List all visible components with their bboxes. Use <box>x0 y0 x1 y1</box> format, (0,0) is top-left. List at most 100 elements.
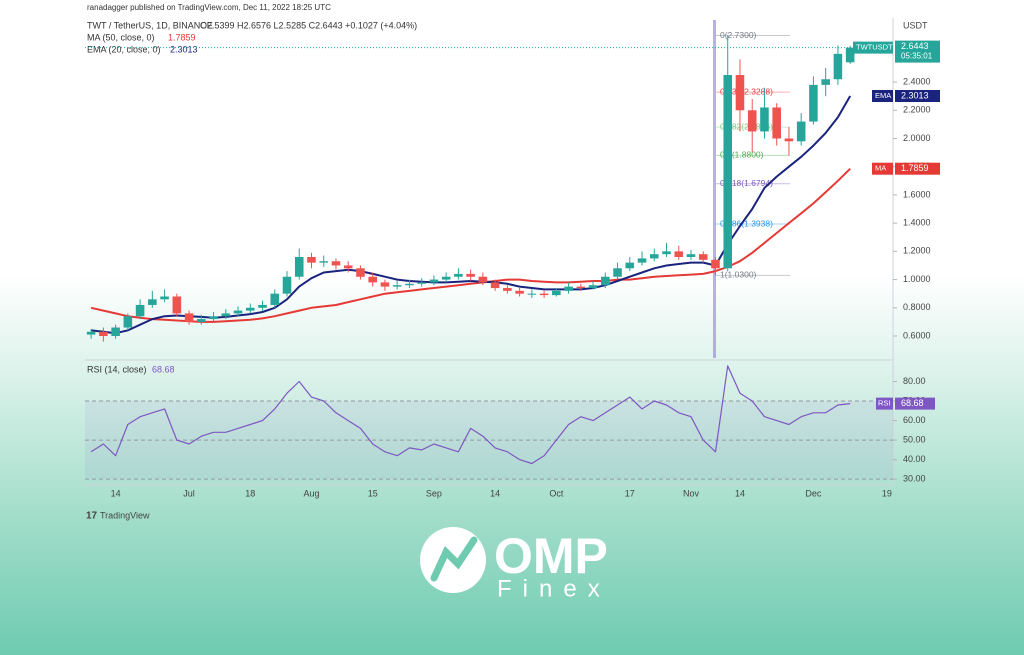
fib-label: 0.236(2.3288) <box>720 86 773 96</box>
rsi-tag <box>876 397 893 410</box>
x-tick-label: Oct <box>549 488 564 498</box>
candle-body <box>576 286 586 289</box>
candle-body <box>772 107 781 139</box>
series-value-label: 2.3013 <box>901 90 929 100</box>
candle-body <box>172 296 182 314</box>
svg-text:17: 17 <box>86 511 98 522</box>
event-highlight <box>713 20 716 358</box>
candle-body <box>503 288 512 291</box>
candle-body <box>588 285 598 289</box>
last-price-value: 2.6443 <box>901 41 929 51</box>
candle-body <box>343 265 353 269</box>
candle-body <box>307 256 316 263</box>
fib-label: 0.382(2.0806) <box>720 121 773 131</box>
candle-body <box>356 268 365 277</box>
series-tag <box>872 89 893 102</box>
candle-body <box>723 75 733 269</box>
candle-body <box>221 313 231 317</box>
currency-label: USDT <box>903 20 928 30</box>
rsi-tick-label: 50.00 <box>903 434 926 444</box>
x-tick-label: 18 <box>245 488 255 498</box>
x-tick-label: 14 <box>111 488 121 498</box>
rsi-tick-label: 40.00 <box>903 454 926 464</box>
candle-body <box>135 304 145 317</box>
brand-icon-mark <box>430 536 478 582</box>
series-tag-name: MA <box>875 164 886 173</box>
candle-body <box>649 254 659 259</box>
ohlc-line: O2.5399 H2.6576 L2.5285 C2.6443 +0.1027 … <box>200 20 417 30</box>
candle-body <box>417 282 426 284</box>
candle-body <box>527 293 537 295</box>
candle-body <box>197 319 206 322</box>
y-tick-label: 2.2000 <box>903 105 931 115</box>
x-tick-label: Dec <box>805 488 822 498</box>
candle-body <box>686 254 696 257</box>
rsi-value-tag <box>895 397 935 410</box>
y-tick-label: 1.2000 <box>903 246 931 256</box>
candle-body <box>184 313 194 322</box>
y-tick-label: 0.6000 <box>903 330 931 340</box>
fib-label: 0.5(1.8800) <box>720 150 764 160</box>
ema-legend-value: 2.3013 <box>170 44 198 54</box>
x-tick-label: 19 <box>882 488 892 498</box>
x-tick-label: 15 <box>368 488 378 498</box>
x-tick-label: 14 <box>735 488 745 498</box>
x-tick-label: 17 <box>625 488 635 498</box>
candle-body <box>233 310 243 314</box>
fib-label: 0.618(1.6794) <box>720 178 773 188</box>
fib-label: 0.786(1.3938) <box>720 218 773 228</box>
candle-body <box>747 110 757 132</box>
candle-body <box>625 262 635 269</box>
y-tick-label: 2.4000 <box>903 76 931 86</box>
candle-body <box>821 79 830 85</box>
rsi-legend-value: 68.68 <box>152 364 175 374</box>
y-tick-label: 2.0000 <box>903 133 931 143</box>
rsi-tag-name: RSI <box>878 399 891 408</box>
candle-body <box>564 286 573 291</box>
ma-legend: MA (50, close, 0) <box>87 32 155 42</box>
indicator-line <box>90 167 851 323</box>
candle-body <box>294 256 304 277</box>
published-line: ranadagger published on TradingView.com,… <box>87 3 331 12</box>
brand-logo: OMP Finex <box>420 527 608 602</box>
y-tick-label: 0.8000 <box>903 302 931 312</box>
candle-body <box>160 296 169 300</box>
symbol-tag-label: TWTUSDT <box>856 43 893 52</box>
candle-body <box>405 283 414 286</box>
series-value-tag <box>895 89 940 102</box>
candle-body <box>245 307 255 311</box>
rsi-tick-label: 30.00 <box>903 474 926 484</box>
candle-body <box>796 121 806 142</box>
x-tick-label: Sep <box>426 488 442 498</box>
series-tag <box>872 162 893 175</box>
candle-body <box>711 259 720 269</box>
x-tick-label: Nov <box>683 488 700 498</box>
symbol-line: TWT / TetherUS, 1D, BINANCE <box>87 20 213 30</box>
rsi-value-label: 68.68 <box>901 398 924 408</box>
rsi-line <box>90 365 851 465</box>
fib-label: 1(1.0300) <box>720 270 757 280</box>
candle-body <box>258 304 267 308</box>
rsi-tick-label: 60.00 <box>903 415 926 425</box>
x-tick-label: Jul <box>183 488 195 498</box>
candle-body <box>86 331 96 335</box>
y-tick-label: 1.4000 <box>903 218 931 228</box>
series-value-tag <box>895 162 940 175</box>
candle-body <box>698 254 708 260</box>
candle-body <box>466 273 475 277</box>
series-tag-name: EMA <box>875 91 891 100</box>
candle-body <box>148 299 157 305</box>
candle-body <box>331 261 341 266</box>
candle-body <box>441 276 451 280</box>
candle-body <box>478 276 488 283</box>
y-tick-label: 1.0000 <box>903 274 931 284</box>
ma-legend-value: 1.7859 <box>168 32 196 42</box>
symbol-tag <box>853 41 893 54</box>
rsi-legend: RSI (14, close) <box>87 364 147 374</box>
candle-body <box>613 268 622 277</box>
candle-body <box>368 276 377 283</box>
rsi-tick-label: 80.00 <box>903 376 926 386</box>
indicator-line <box>90 95 852 335</box>
x-tick-label: 14 <box>490 488 500 498</box>
